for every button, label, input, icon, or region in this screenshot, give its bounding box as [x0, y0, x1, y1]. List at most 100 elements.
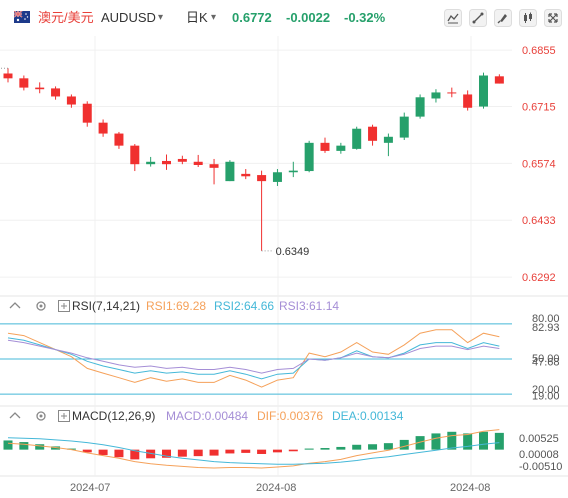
- candle-body[interactable]: [463, 94, 473, 108]
- rsi2-value: RSI2:64.66: [214, 299, 274, 313]
- candle-body[interactable]: [447, 92, 457, 94]
- rsi1-value: RSI1:69.28: [146, 299, 206, 313]
- macd-histogram-bar: [114, 449, 124, 458]
- macd-histogram-bar: [193, 449, 203, 457]
- macd-histogram-bar: [3, 440, 13, 450]
- symbol-dropdown-chevron-icon[interactable]: ▾: [158, 12, 164, 23]
- candle-body[interactable]: [415, 97, 425, 117]
- candle-body[interactable]: [352, 128, 362, 149]
- candle-body[interactable]: [19, 78, 29, 88]
- candle-body[interactable]: [383, 136, 393, 143]
- period-selector[interactable]: 日K: [186, 10, 208, 25]
- macd-axis-label: -0.00510: [519, 461, 562, 473]
- price-change-percent: -0.32%: [344, 10, 386, 25]
- period-dropdown-chevron-icon[interactable]: ▾: [211, 12, 217, 23]
- rsi1-line: [7, 329, 500, 388]
- macd-title: MACD(12,26,9): [72, 409, 155, 423]
- chart-header: 澳元/美元 AUDUSD ▾ 日K ▾ 0.6772 -0.0022 -0.32…: [0, 0, 568, 36]
- macd-histogram-bar: [368, 444, 378, 450]
- macd-axis-label: 0.00525: [519, 433, 559, 445]
- candle-body[interactable]: [177, 158, 187, 162]
- candle-body[interactable]: [494, 76, 504, 84]
- time-axis-label: 2024-08: [450, 482, 490, 494]
- brush-tool-icon[interactable]: [494, 9, 512, 27]
- candle-body[interactable]: [162, 160, 171, 165]
- candle-style-icon[interactable]: [519, 9, 537, 27]
- settings-gear-icon[interactable]: [36, 411, 46, 421]
- macd-histogram-bar: [257, 449, 267, 454]
- price-axis-label: 0.6574: [522, 158, 556, 170]
- macd-axis-label: 0.00008: [519, 449, 559, 461]
- candle-body[interactable]: [479, 75, 488, 107]
- candle-body[interactable]: [431, 92, 441, 99]
- rsi-axis-label: 82.93: [532, 322, 560, 334]
- indicator-box-icon[interactable]: [58, 410, 70, 422]
- rsi-axis-label: 20.00: [532, 384, 560, 396]
- candle-body[interactable]: [257, 175, 267, 182]
- price-axis-label: 0.6292: [522, 272, 556, 284]
- price-axis-label: 0.6433: [522, 215, 556, 227]
- price-axis-label: 0.6855: [522, 45, 556, 57]
- candle-body[interactable]: [272, 172, 282, 182]
- macd-histogram-bar: [209, 449, 219, 456]
- candle-body[interactable]: [66, 96, 76, 105]
- macd-histogram-bar: [479, 431, 488, 450]
- macd-histogram-bar: [463, 433, 473, 450]
- macd-legend: MACD(12,26,9) MACD:0.00484 DIF:0.00376 D…: [9, 409, 404, 423]
- candle-body[interactable]: [51, 88, 61, 97]
- candle-body[interactable]: [98, 122, 108, 134]
- candle-body[interactable]: [304, 142, 314, 172]
- macd-histogram-bar: [288, 449, 298, 452]
- trend-tool-icon[interactable]: [469, 9, 487, 27]
- line-tool-icon[interactable]: [444, 9, 462, 27]
- dif-line: [7, 429, 500, 469]
- low-annotation: 0.6349: [276, 246, 310, 258]
- macd-histogram-bar: [447, 431, 457, 450]
- collapse-icon[interactable]: [9, 412, 21, 419]
- macd-histogram-bar: [35, 444, 45, 450]
- collapse-icon[interactable]: [9, 302, 21, 309]
- macd-histogram-bar: [225, 449, 235, 454]
- macd-histogram-bar: [146, 449, 156, 459]
- candle-body[interactable]: [114, 133, 124, 146]
- macd-value: MACD:0.00484: [166, 409, 248, 423]
- rsi-axis-label: 47.68: [532, 357, 560, 369]
- candle-body[interactable]: [320, 142, 330, 151]
- macd-histogram-bar: [304, 448, 314, 450]
- macd-histogram-bar: [399, 439, 409, 450]
- settings-gear-icon[interactable]: [36, 301, 46, 311]
- candle-body[interactable]: [130, 145, 140, 165]
- price-change: -0.0022: [286, 10, 331, 25]
- fullscreen-icon[interactable]: [544, 9, 562, 27]
- candle-body[interactable]: [146, 161, 156, 165]
- candle-body[interactable]: [193, 161, 203, 165]
- rsi2-line: [7, 337, 500, 380]
- pair-name[interactable]: 澳元/美元: [38, 10, 94, 25]
- macd-histogram-bar: [241, 449, 251, 453]
- macd-histogram-bar: [336, 446, 346, 450]
- indicator-box-icon[interactable]: [58, 300, 70, 312]
- au-flag-icon: [14, 11, 30, 23]
- time-axis-label: 2024-07: [70, 482, 110, 494]
- dea-value: DEA:0.00134: [332, 409, 404, 423]
- candle-body[interactable]: [225, 161, 235, 182]
- candle-body[interactable]: [399, 116, 409, 138]
- last-price: 0.6772: [232, 10, 272, 25]
- symbol-name[interactable]: AUDUSD: [101, 10, 156, 25]
- candle-body[interactable]: [209, 164, 219, 168]
- macd-histogram-bar: [383, 443, 393, 450]
- candle-body[interactable]: [241, 173, 251, 177]
- candle-body[interactable]: [368, 126, 378, 141]
- candle-body[interactable]: [288, 170, 298, 173]
- macd-histogram-bar: [98, 449, 108, 456]
- candle-body[interactable]: [82, 103, 92, 123]
- candle-body[interactable]: [35, 87, 45, 90]
- macd-histogram-bar: [415, 436, 425, 450]
- candle-body[interactable]: [336, 145, 346, 151]
- candle-body[interactable]: [3, 73, 13, 79]
- price-axis-label: 0.6715: [522, 102, 556, 114]
- rsi3-value: RSI3:61.14: [279, 299, 339, 313]
- dif-value: DIF:0.00376: [257, 409, 323, 423]
- macd-histogram-bar: [272, 449, 282, 453]
